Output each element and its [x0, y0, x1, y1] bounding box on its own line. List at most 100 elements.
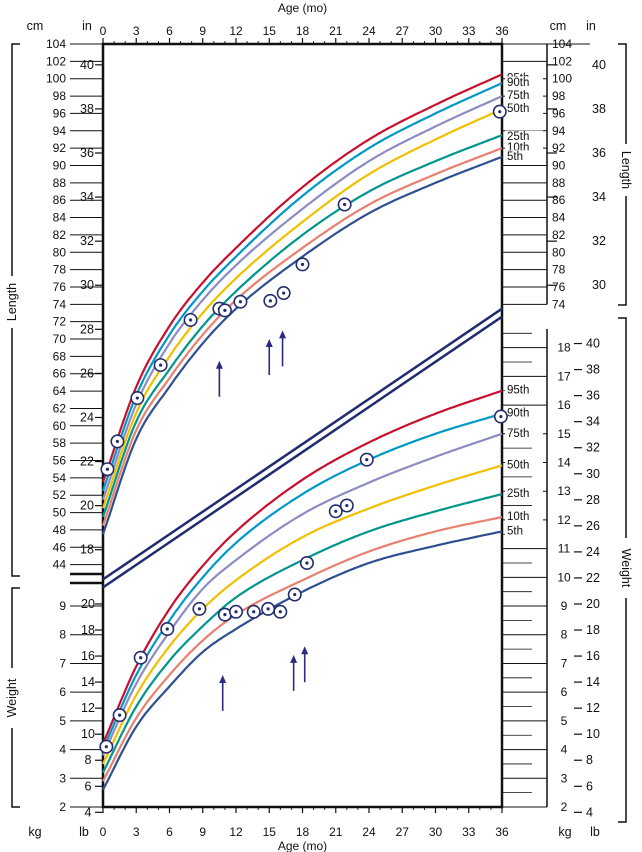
weight-percentile-label-bg: [505, 487, 543, 501]
weight-lb-tick-label-right: 28: [586, 493, 600, 507]
length-cm-tick-label-left: 104: [46, 37, 66, 51]
length-percentile-label: 50th: [507, 103, 529, 115]
x-tick-label-top: 24: [362, 24, 376, 38]
weight-data-point-center: [104, 745, 108, 749]
weight-kg-tick-label-right: 16: [557, 398, 571, 412]
weight-lb-tick-label-left: 4: [85, 805, 92, 819]
length-cm-tick-label-left: 58: [53, 436, 67, 450]
weight-lb-tick-label-right: 32: [586, 441, 600, 455]
x-tick-label-bottom: 0: [100, 825, 107, 839]
weight-kg-tick-label-right: 5: [561, 714, 568, 728]
length-cm-tick-label-left: 78: [53, 263, 67, 277]
weight-percentile-label-bg: [505, 427, 543, 441]
weight-kg-tick-label-left: 3: [59, 771, 66, 785]
length-in-tick-label-left: 28: [80, 322, 94, 336]
length-cm-tick-label-left: 88: [53, 176, 67, 190]
x-tick-label-top: 18: [296, 24, 310, 38]
weight-percentile-label: 10th: [507, 511, 529, 523]
length-cm-tick-label-left: 86: [53, 193, 67, 207]
weight-lb-tick-label-right: 18: [586, 623, 600, 637]
unit-lb-right: lb: [590, 825, 600, 839]
length-in-tick-label-left: 26: [80, 366, 94, 380]
length-cm-tick-label-left: 46: [53, 540, 67, 554]
length-cm-tick-label-left: 54: [53, 471, 67, 485]
diagonal-band-upper: [102, 307, 503, 581]
weight-kg-tick-label-right: 4: [561, 743, 568, 757]
length-in-tick-label-left: 30: [80, 278, 94, 292]
length-in-tick-label-left: 34: [80, 190, 94, 204]
x-tick-label-top: 21: [329, 24, 343, 38]
x-tick-label-bottom: 3: [133, 825, 140, 839]
weight-kg-tick-label-left: 2: [59, 800, 66, 814]
length-curve-10th: [101, 147, 503, 526]
weight-percentile-label-bg: [505, 510, 543, 524]
length-cm-tick-label-left: 96: [53, 106, 67, 120]
x-axis-title-top: Age (mo): [278, 1, 327, 15]
weight-curve-50th: [102, 464, 503, 765]
length-cm-tick-label-left: 92: [53, 141, 67, 155]
weight-label-bg-left: [4, 668, 20, 728]
weight-data-point-center: [266, 607, 270, 611]
weight-percentile-label: 75th: [507, 428, 529, 440]
unit-cm-right: cm: [550, 19, 567, 33]
x-tick-label-bottom: 27: [396, 825, 410, 839]
weight-kg-tick-label-left: 6: [59, 685, 66, 699]
length-in-tick-label-right: 38: [592, 102, 606, 116]
length-cm-tick-label-left: 50: [53, 506, 67, 520]
length-cm-tick-label-right: 74: [552, 297, 566, 311]
weight-kg-tick-label-right: 9: [561, 599, 568, 613]
length-cm-tick-label-right: 78: [552, 263, 566, 277]
length-cm-tick-label-left: 52: [53, 488, 67, 502]
length-percentile-label-bg: [505, 102, 543, 116]
weight-kg-tick-label-right: 15: [557, 427, 571, 441]
weight-data-point-center: [334, 509, 338, 513]
unit-kg-left: kg: [28, 825, 41, 839]
weight-data-point-center: [293, 592, 297, 597]
weight-data-point-center: [252, 610, 256, 614]
x-tick-label-top: 15: [263, 24, 277, 38]
weight-lb-tick-label-right: 6: [586, 779, 593, 793]
weight-lb-tick-label-left: 12: [81, 701, 95, 715]
weight-kg-tick-label-left: 5: [59, 714, 66, 728]
weight-lb-tick-label-left: 6: [85, 779, 92, 793]
weight-lb-tick-label-right: 8: [586, 753, 593, 767]
weight-kg-tick-label-right: 18: [557, 341, 571, 355]
length-data-point-center: [188, 318, 193, 322]
length-cm-tick-label-left: 100: [46, 72, 66, 86]
length-cm-tick-label-left: 68: [53, 349, 67, 363]
length-cm-tick-label-right: 84: [552, 211, 566, 225]
length-data-point-center: [498, 110, 502, 114]
length-percentile-label: 75th: [507, 90, 529, 102]
weight-curve-95th: [101, 389, 503, 745]
weight-percentile-label: 50th: [507, 459, 529, 471]
weight-data-point-center: [365, 458, 369, 462]
weight-lb-tick-label-right: 26: [586, 519, 600, 533]
unit-in-right: in: [586, 19, 596, 33]
unit-in-left: in: [82, 19, 92, 33]
weight-annotation-arrowhead: [290, 654, 298, 663]
length-cm-tick-label-left: 62: [53, 401, 67, 415]
weight-kg-tick-label-right: 12: [557, 513, 571, 527]
length-cm-tick-label-left: 56: [53, 454, 67, 468]
weight-kg-tick-label-right: 17: [557, 369, 571, 383]
weight-data-point-center: [223, 613, 227, 617]
length-cm-tick-label-left: 102: [46, 54, 66, 68]
length-cm-tick-label-left: 94: [53, 124, 67, 138]
length-cm-tick-label-right: 96: [552, 106, 566, 120]
length-in-tick-label-right: 40: [592, 58, 606, 72]
length-annotation-arrowhead: [215, 360, 223, 369]
unit-lb-left: lb: [79, 825, 89, 839]
weight-lb-tick-label-left: 8: [85, 753, 92, 767]
weight-kg-tick-label-right: 6: [561, 685, 568, 699]
length-cm-tick-label-right: 94: [552, 124, 566, 138]
length-cm-tick-label-left: 60: [53, 419, 67, 433]
weight-lb-tick-label-right: 30: [586, 467, 600, 481]
x-tick-label-top: 0: [100, 24, 107, 38]
weight-kg-tick-label-left: 7: [59, 656, 66, 670]
weight-kg-tick-label-left: 9: [59, 599, 66, 613]
x-tick-label-bottom: 24: [362, 825, 376, 839]
length-in-tick-label-left: 38: [80, 102, 94, 116]
weight-kg-tick-label-right: 2: [561, 800, 568, 814]
weight-lb-tick-label-right: 24: [586, 545, 600, 559]
weight-kg-tick-label-right: 8: [561, 628, 568, 642]
